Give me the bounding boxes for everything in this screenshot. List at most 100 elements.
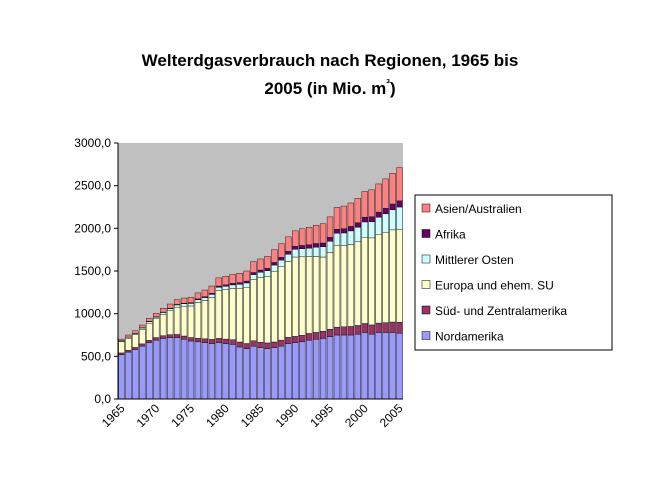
bar-segment bbox=[306, 339, 313, 400]
bar-segment bbox=[215, 290, 222, 339]
bar-segment bbox=[208, 294, 215, 298]
bar-segment bbox=[222, 284, 229, 287]
bar-segment bbox=[257, 347, 264, 400]
bar-segment bbox=[368, 189, 375, 217]
bar-segment bbox=[375, 234, 382, 324]
legend-swatch bbox=[421, 331, 431, 340]
bar-segment bbox=[354, 198, 361, 223]
bar-segment bbox=[285, 251, 292, 255]
bar-segment bbox=[167, 310, 174, 335]
bar-segment bbox=[306, 247, 313, 257]
bar-segment bbox=[285, 337, 292, 344]
bar-segment bbox=[271, 347, 278, 400]
bar-segment bbox=[285, 236, 292, 252]
bar-segment bbox=[132, 334, 139, 348]
bar-segment bbox=[278, 339, 285, 347]
bar-segment bbox=[222, 343, 229, 400]
bar-segment bbox=[271, 341, 278, 349]
bar-segment bbox=[125, 351, 132, 400]
bar-segment bbox=[396, 206, 403, 230]
bar-segment bbox=[208, 339, 215, 344]
bar-segment bbox=[382, 208, 389, 215]
bar-segment bbox=[208, 297, 215, 340]
bar-segment bbox=[354, 227, 361, 243]
bar-segment bbox=[180, 297, 188, 304]
bar-segment bbox=[389, 209, 396, 231]
bar-segment bbox=[118, 354, 125, 400]
bar-segment bbox=[312, 332, 320, 340]
bar-segment bbox=[250, 274, 257, 280]
bar-segment bbox=[361, 216, 368, 223]
bar-segment bbox=[361, 323, 368, 333]
bar-segment bbox=[257, 272, 264, 278]
bar-segment bbox=[292, 249, 299, 258]
bar-segment bbox=[201, 342, 209, 400]
bar-segment bbox=[118, 341, 125, 354]
bar-segment bbox=[278, 257, 285, 261]
bar-segment bbox=[292, 336, 299, 343]
bar-segment bbox=[125, 349, 132, 353]
x-tick-label: 2000 bbox=[342, 401, 371, 430]
bar-segment bbox=[389, 173, 396, 205]
x-tick-label: 2005 bbox=[377, 401, 406, 430]
bar-segment bbox=[375, 211, 382, 218]
bar-segment bbox=[215, 342, 222, 400]
x-tick-label: 1990 bbox=[273, 401, 302, 430]
x-tick-label: 1980 bbox=[203, 401, 232, 430]
bar-segment bbox=[215, 338, 222, 343]
bar-segment bbox=[222, 276, 229, 286]
legend-swatch bbox=[421, 280, 431, 289]
bar-segment bbox=[243, 348, 250, 400]
bar-segment bbox=[229, 274, 236, 284]
bar-segment bbox=[299, 335, 306, 343]
bar-segment bbox=[167, 303, 174, 309]
bar-segment bbox=[326, 237, 334, 242]
bar-segment bbox=[229, 283, 236, 286]
y-tick-label: 1000,0 bbox=[74, 307, 111, 321]
bar-segment bbox=[153, 313, 160, 317]
bar-segment bbox=[312, 339, 320, 400]
bar-segment bbox=[375, 183, 382, 213]
x-tick-label: 1985 bbox=[238, 401, 267, 430]
bar-segment bbox=[250, 345, 257, 400]
legend-label: Europa und ehem. SU bbox=[435, 279, 554, 293]
bar-segment bbox=[208, 285, 215, 294]
bar-segment bbox=[180, 335, 188, 340]
bar-segment bbox=[333, 207, 341, 230]
bar-segment bbox=[278, 259, 285, 267]
bar-segment bbox=[250, 261, 257, 273]
bar-segment bbox=[271, 270, 278, 343]
bar-segment bbox=[306, 244, 313, 249]
bar-segment bbox=[326, 241, 334, 253]
bar-segment bbox=[382, 213, 389, 233]
bar-segment bbox=[368, 237, 375, 326]
bar-segment bbox=[319, 256, 327, 332]
bar-segment bbox=[194, 299, 202, 303]
bar-segment bbox=[285, 261, 292, 338]
bar-segment bbox=[389, 332, 396, 400]
bar-segment bbox=[299, 245, 306, 249]
bar-segment bbox=[153, 318, 160, 338]
bar-segment bbox=[299, 256, 306, 336]
bar-segment bbox=[271, 262, 278, 266]
bar-segment bbox=[312, 256, 320, 333]
bar-segment bbox=[222, 338, 229, 344]
bar-segment bbox=[312, 243, 320, 248]
bar-segment bbox=[153, 339, 160, 400]
bar-segment bbox=[361, 237, 368, 324]
bar-segment bbox=[340, 326, 348, 336]
bar-segment bbox=[306, 256, 313, 334]
bar-segment bbox=[160, 312, 167, 315]
bar-segment bbox=[180, 303, 188, 307]
bar-segment bbox=[201, 289, 209, 297]
bar-segment bbox=[236, 284, 243, 289]
bar-segment bbox=[146, 321, 153, 324]
bar-segment bbox=[139, 343, 146, 347]
bar-segment bbox=[347, 334, 354, 400]
bar-segment bbox=[250, 340, 257, 347]
bar-segment bbox=[299, 228, 306, 246]
bar-segment bbox=[285, 343, 292, 400]
bar-segment bbox=[347, 226, 354, 232]
bar-segment bbox=[132, 347, 139, 350]
bar-segment bbox=[250, 279, 257, 342]
